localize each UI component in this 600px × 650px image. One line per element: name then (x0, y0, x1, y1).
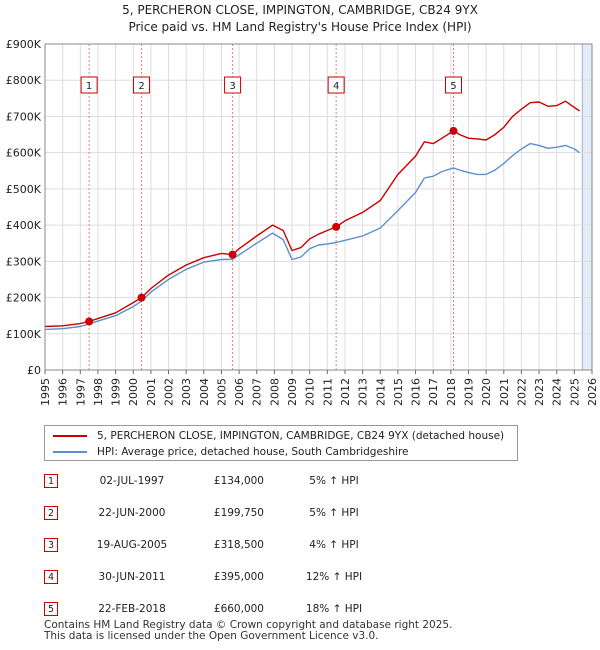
y-tick-label: £700K (6, 110, 42, 123)
sale-marker (85, 317, 94, 326)
sale-date: 22-JUN-2000 (98, 507, 166, 519)
sale-row: 4 30-JUN-2011 £395,000 12% ↑ HPI (44, 570, 404, 586)
sale-label-number: 2 (138, 81, 144, 92)
x-tick-label: 1998 (92, 378, 105, 406)
sale-marker (449, 126, 458, 135)
sale-hpi-change: 4% ↑ HPI (309, 539, 359, 551)
y-tick-label: £800K (6, 74, 42, 87)
x-tick-label: 2009 (286, 378, 299, 406)
y-tick-label: £900K (6, 38, 42, 51)
y-tick-label: £600K (6, 147, 42, 160)
x-tick-label: 2026 (586, 378, 599, 406)
sale-label-number: 1 (86, 81, 92, 92)
sale-hpi-change: 18% ↑ HPI (305, 603, 363, 615)
sale-number-badge: 4 (44, 570, 58, 584)
sale-row: 2 22-JUN-2000 £199,750 5% ↑ HPI (44, 506, 404, 522)
sale-price: £199,750 (213, 507, 264, 519)
x-tick-label: 2006 (233, 378, 246, 406)
sale-date: 02-JUL-1997 (99, 475, 165, 487)
x-tick-label: 1999 (110, 378, 123, 406)
sale-number-badge: 2 (44, 506, 58, 520)
sale-row: 5 22-FEB-2018 £660,000 18% ↑ HPI (44, 602, 404, 618)
sale-number-badge: 5 (44, 602, 58, 616)
x-tick-label: 2023 (533, 378, 546, 406)
x-tick-label: 2013 (357, 378, 370, 406)
x-tick-label: 2017 (427, 378, 440, 406)
sale-row: 1 02-JUL-1997 £134,000 5% ↑ HPI (44, 474, 404, 490)
legend-swatch-hpi (53, 451, 87, 453)
x-tick-label: 2020 (480, 378, 493, 406)
sale-label-box (133, 76, 151, 94)
x-tick-label: 2015 (392, 378, 405, 406)
sale-label-box (327, 76, 345, 94)
x-tick-label: 1997 (74, 378, 87, 406)
x-tick-label: 2005 (215, 378, 228, 406)
hpi-line (44, 142, 581, 331)
sale-marker (137, 293, 146, 302)
x-tick-label: 2018 (445, 378, 458, 406)
sale-hpi-change: 12% ↑ HPI (305, 571, 363, 583)
y-tick-label: £400K (6, 219, 42, 232)
x-tick-label: 2022 (515, 378, 528, 406)
sale-date: 30-JUN-2011 (98, 571, 166, 583)
legend-item-property: 5, PERCHERON CLOSE, IMPINGTON, CAMBRIDGE… (53, 429, 504, 443)
legend-item-hpi: HPI: Average price, detached house, Sout… (53, 445, 409, 459)
property-price-line (44, 100, 580, 328)
sale-label-number: 4 (333, 81, 339, 92)
x-tick-label: 2012 (339, 378, 352, 406)
sale-label-box (80, 76, 98, 94)
chart-subtitle: Price paid vs. HM Land Registry's House … (128, 20, 471, 34)
sale-number-badge: 3 (44, 538, 58, 552)
x-tick-label: 2010 (304, 378, 317, 406)
x-tick-label: 2011 (321, 378, 334, 406)
sale-marker (332, 222, 341, 231)
sale-label-number: 5 (450, 81, 456, 92)
footer-attribution: Contains HM Land Registry data © Crown c… (44, 620, 452, 642)
x-tick-label: 2004 (198, 378, 211, 406)
sale-price: £134,000 (213, 475, 264, 487)
x-tick-label: 2001 (145, 378, 158, 406)
x-tick-label: 2021 (498, 378, 511, 406)
plot-frame (44, 43, 593, 371)
sale-label-box (444, 76, 462, 94)
sale-date: 19-AUG-2005 (96, 539, 168, 551)
x-tick-label: 2000 (127, 378, 140, 406)
sale-marker (228, 250, 237, 259)
sale-date: 22-FEB-2018 (98, 603, 166, 615)
sale-hpi-change: 5% ↑ HPI (309, 507, 359, 519)
x-tick-label: 1995 (39, 378, 52, 406)
x-tick-label: 2002 (163, 378, 176, 406)
y-tick-label: £0 (27, 364, 41, 377)
price-chart: 5, PERCHERON CLOSE, IMPINGTON, CAMBRIDGE… (6, 3, 599, 406)
y-tick-label: £200K (6, 292, 42, 305)
legend-label-hpi: HPI: Average price, detached house, Sout… (97, 446, 409, 458)
sale-price: £395,000 (213, 571, 264, 583)
x-tick-label: 2024 (551, 378, 564, 406)
x-tick-label: 2007 (251, 378, 264, 406)
sale-number-badge: 1 (44, 474, 58, 488)
x-tick-label: 2019 (462, 378, 475, 406)
x-tick-label: 2025 (568, 378, 581, 406)
sale-price: £660,000 (213, 603, 264, 615)
sale-price: £318,500 (213, 539, 264, 551)
y-tick-label: £500K (6, 183, 42, 196)
x-tick-label: 2008 (268, 378, 281, 406)
y-tick-label: £100K (6, 328, 42, 341)
sale-hpi-change: 5% ↑ HPI (309, 475, 359, 487)
chart-title: 5, PERCHERON CLOSE, IMPINGTON, CAMBRIDGE… (122, 3, 478, 17)
x-tick-label: 2016 (410, 378, 423, 406)
y-tick-label: £300K (6, 255, 42, 268)
chart-legend: 5, PERCHERON CLOSE, IMPINGTON, CAMBRIDGE… (44, 425, 518, 461)
footer-copyright: Contains HM Land Registry data © Crown c… (44, 619, 453, 631)
x-tick-label: 2003 (180, 378, 193, 406)
x-tick-label: 2014 (374, 378, 387, 406)
x-tick-label: 1996 (57, 378, 70, 406)
sale-row: 3 19-AUG-2005 £318,500 4% ↑ HPI (44, 538, 404, 554)
legend-label-property: 5, PERCHERON CLOSE, IMPINGTON, CAMBRIDGE… (97, 430, 505, 442)
legend-swatch-property (53, 435, 87, 437)
sale-label-number: 3 (229, 81, 235, 92)
footer-licence: This data is licensed under the Open Gov… (44, 630, 379, 642)
future-shaded-region (582, 44, 592, 370)
sale-label-box (224, 76, 242, 94)
